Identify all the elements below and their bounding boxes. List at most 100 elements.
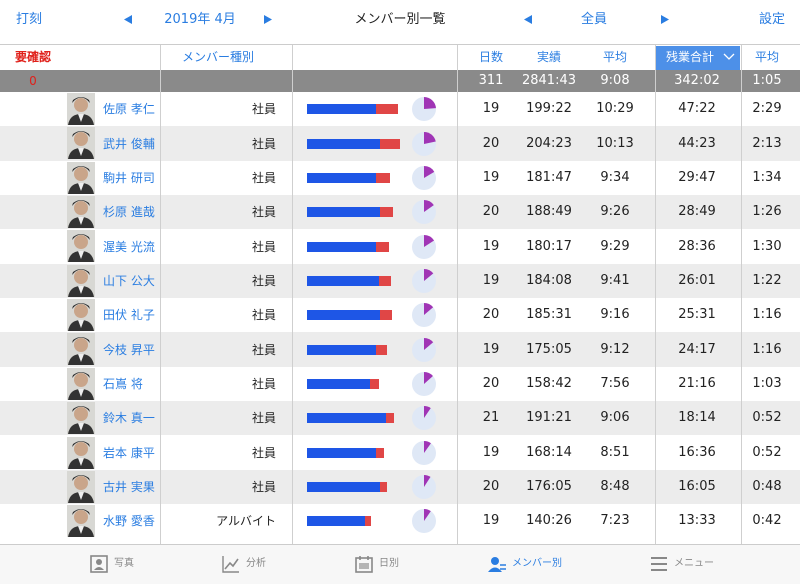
next-month[interactable] <box>264 15 272 24</box>
cell-avg: 7:23 <box>600 513 630 529</box>
cell-avg: 9:34 <box>600 169 630 185</box>
cell-avg: 10:13 <box>596 135 634 151</box>
member-type: 社員 <box>251 445 276 460</box>
member-name[interactable]: 鈴木 真一 <box>103 411 155 426</box>
column-divider <box>292 45 293 544</box>
cell-ot_avg: 1:03 <box>752 375 782 391</box>
cell-days: 20 <box>482 135 500 151</box>
summary-days: 311 <box>478 73 504 88</box>
cell-overtime: 25:31 <box>678 307 716 323</box>
overtime-bar <box>376 172 390 183</box>
cell-actual: 180:17 <box>526 238 572 254</box>
work-bar <box>307 516 365 527</box>
tab-icon[interactable] <box>355 555 373 573</box>
row[interactable] <box>0 298 800 333</box>
member-name[interactable]: 田伏 礼子 <box>103 308 155 323</box>
cell-days: 19 <box>482 238 500 254</box>
summary-check: 0 <box>29 74 37 88</box>
row[interactable] <box>0 435 800 470</box>
cell-ot_avg: 2:29 <box>752 101 782 117</box>
tab-label[interactable]: メンバー別 <box>512 558 562 569</box>
row[interactable] <box>0 504 800 539</box>
col-overtime[interactable]: 残業合計 <box>665 50 714 64</box>
tab-label[interactable]: 分析 <box>246 558 266 569</box>
member-name[interactable]: 石嶌 将 <box>103 376 143 391</box>
overtime-bar <box>376 241 390 252</box>
cell-actual: 140:26 <box>526 513 572 529</box>
cell-actual: 204:23 <box>526 135 572 151</box>
member-type: アルバイト <box>216 514 276 529</box>
tab-icon[interactable] <box>222 555 240 573</box>
row[interactable] <box>0 401 800 436</box>
row[interactable] <box>0 263 800 299</box>
col-check: 要確認 <box>15 50 52 64</box>
cell-days: 20 <box>482 307 500 323</box>
member-type: 社員 <box>251 136 276 151</box>
cell-days: 20 <box>482 479 500 495</box>
member-name[interactable]: 杉原 進哉 <box>103 205 155 220</box>
member-name[interactable]: 山下 公大 <box>103 273 155 288</box>
overtime-ratio-pie <box>412 97 436 122</box>
cell-ot_avg: 1:16 <box>752 341 782 357</box>
member-type: 社員 <box>251 273 276 288</box>
col-ot-avg[interactable]: 平均 <box>754 50 779 64</box>
tab-label[interactable]: メニュー <box>674 558 714 569</box>
sort-column[interactable] <box>656 46 740 70</box>
member-type: 社員 <box>251 480 276 495</box>
cell-avg: 9:41 <box>600 272 630 288</box>
page-title: メンバー別一覧 <box>354 11 446 27</box>
tab-label[interactable]: 写真 <box>114 558 134 569</box>
col-avg[interactable]: 平均 <box>602 50 627 64</box>
next-filter[interactable] <box>661 15 669 24</box>
member-name[interactable]: 駒井 研司 <box>103 170 155 185</box>
prev-month[interactable] <box>124 15 132 24</box>
overtime-ratio-pie <box>412 234 436 259</box>
settings-button[interactable]: 設定 <box>758 11 785 27</box>
overtime-bar <box>369 378 380 389</box>
cell-overtime: 47:22 <box>678 101 716 117</box>
stamp-button[interactable]: 打刻 <box>16 11 43 27</box>
col-type[interactable]: メンバー種別 <box>181 50 254 64</box>
member-name[interactable]: 渥美 光流 <box>103 239 155 254</box>
col-actual[interactable]: 実績 <box>536 50 561 64</box>
cell-days: 20 <box>482 375 500 391</box>
member-name[interactable]: 岩本 康平 <box>103 445 155 460</box>
tab-icon[interactable] <box>90 555 108 573</box>
member-name[interactable]: 武井 俊輔 <box>103 136 155 151</box>
overtime-ratio-pie <box>412 440 436 465</box>
prev-filter[interactable] <box>524 15 532 24</box>
cell-overtime: 28:49 <box>678 204 716 220</box>
cell-days: 19 <box>482 101 500 117</box>
cell-days: 19 <box>482 341 500 357</box>
header-border <box>0 44 800 45</box>
row[interactable] <box>0 195 800 230</box>
overtime-ratio-pie <box>412 371 436 396</box>
row[interactable] <box>0 366 800 402</box>
cell-overtime: 28:36 <box>678 238 716 254</box>
row[interactable] <box>0 92 800 127</box>
overtime-bar <box>386 413 395 424</box>
row[interactable] <box>0 469 800 505</box>
col-days[interactable]: 日数 <box>478 50 503 64</box>
overtime-bar <box>379 275 392 286</box>
row[interactable] <box>0 332 800 367</box>
cell-avg: 7:56 <box>600 375 630 391</box>
member-name[interactable]: 今枝 昇平 <box>103 342 155 357</box>
member-photo <box>67 196 95 229</box>
overtime-ratio-pie <box>412 406 436 431</box>
work-bar <box>307 207 381 218</box>
work-bar <box>307 378 370 389</box>
tab-label[interactable]: 日別 <box>379 558 399 569</box>
row[interactable] <box>0 160 800 196</box>
cell-actual: 191:21 <box>526 410 572 426</box>
row[interactable] <box>0 229 800 264</box>
member-photo <box>67 436 95 469</box>
tab-icon[interactable] <box>650 555 668 573</box>
overtime-ratio-pie <box>412 165 436 190</box>
member-name[interactable]: 古井 実果 <box>103 480 155 495</box>
member-name[interactable]: 佐原 孝仁 <box>103 102 155 117</box>
summary-row <box>0 70 800 92</box>
member-name[interactable]: 水野 愛香 <box>103 514 155 529</box>
tab-icon[interactable] <box>488 555 506 573</box>
